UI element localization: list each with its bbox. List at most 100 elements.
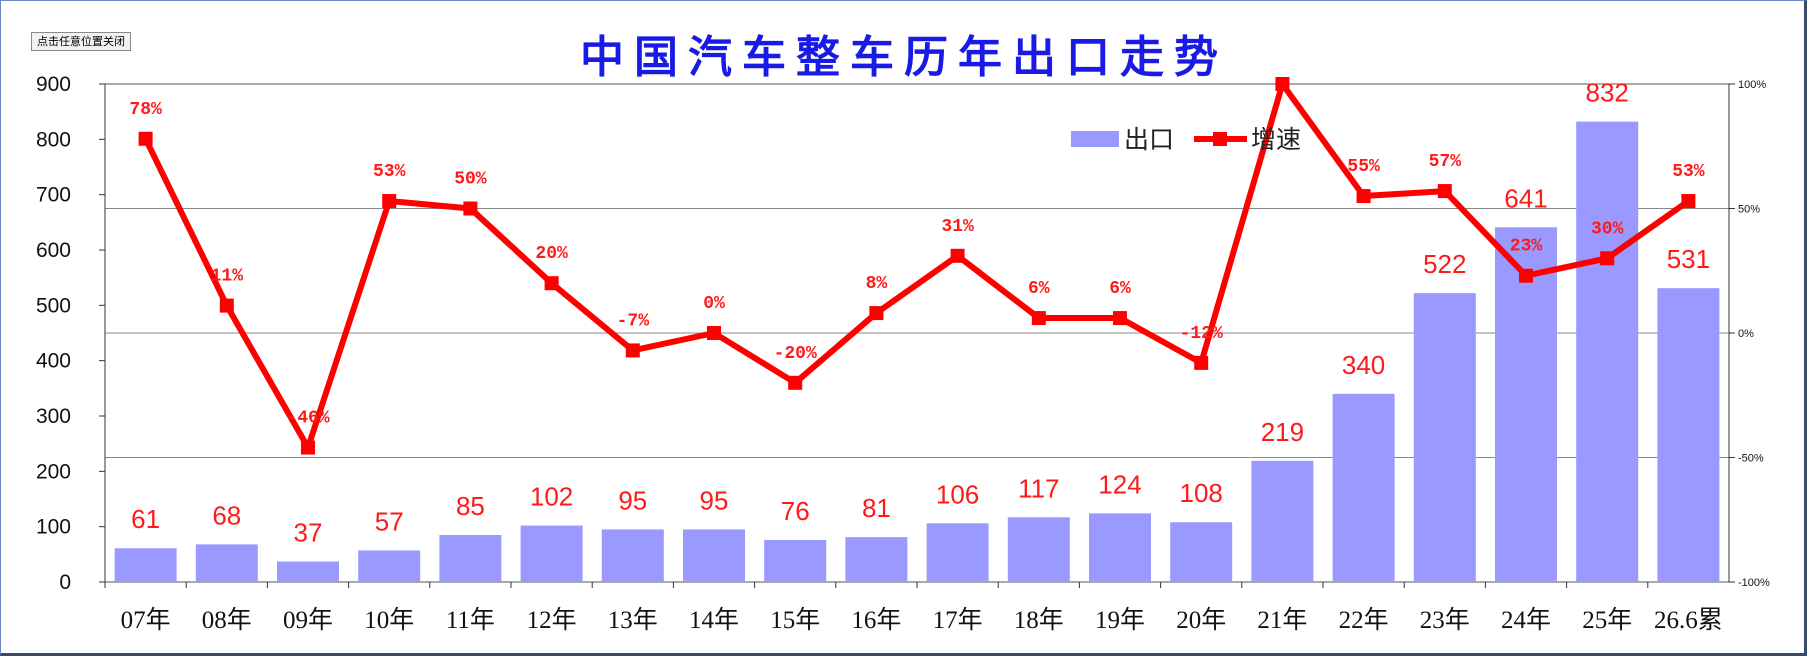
growth-value-label: 6% — [1109, 279, 1131, 299]
bar — [1413, 293, 1476, 582]
bar-value-label: 68 — [212, 500, 241, 530]
growth-value-label: 53% — [1672, 162, 1705, 182]
x-tick-label: 11年 — [446, 606, 495, 634]
x-tick-label: 08年 — [202, 606, 252, 634]
y-left-tick-label: 800 — [36, 128, 71, 151]
growth-marker — [1031, 311, 1046, 326]
bar-value-label: 124 — [1098, 469, 1141, 499]
close-button[interactable]: 点击任意位置关闭 — [31, 32, 131, 51]
growth-marker — [544, 276, 559, 291]
growth-marker — [707, 326, 721, 340]
legend-label-export: 出口 — [1124, 125, 1174, 154]
growth-marker — [219, 298, 234, 313]
y-left-tick-label: 400 — [36, 350, 71, 373]
y-right-tick-label: 50% — [1738, 204, 1760, 216]
growth-value-label: 11% — [211, 267, 244, 287]
growth-value-label: -12% — [1180, 324, 1223, 344]
growth-marker — [1681, 194, 1696, 209]
growth-value-label: 55% — [1347, 157, 1380, 177]
bar — [195, 544, 258, 582]
bar — [114, 548, 177, 582]
bar-value-label: 61 — [131, 504, 160, 534]
bar — [1495, 227, 1557, 582]
bar-value-label: 57 — [375, 506, 404, 536]
growth-value-label: 53% — [373, 162, 406, 182]
x-tick-label: 21年 — [1257, 606, 1307, 634]
x-tick-label: 14年 — [689, 606, 739, 634]
bar-value-label: 832 — [1586, 78, 1629, 108]
growth-value-label: -20% — [774, 344, 817, 364]
bar — [1657, 288, 1720, 582]
growth-marker — [1437, 184, 1452, 199]
growth-value-label: 23% — [1510, 237, 1543, 257]
bar — [1576, 121, 1639, 583]
x-tick-label: 20年 — [1176, 606, 1226, 634]
chart-title: 中国汽车整车历年出口走势 — [580, 32, 1228, 83]
y-left-tick-label: 600 — [36, 239, 71, 262]
bar-value-label: 108 — [1180, 478, 1223, 508]
growth-value-label: -46% — [286, 409, 329, 429]
legend-swatch-export — [1071, 131, 1119, 147]
bar — [520, 525, 583, 582]
growth-value-label: 30% — [1591, 219, 1624, 239]
growth-value-label: 50% — [454, 170, 487, 190]
x-tick-label: 25年 — [1582, 606, 1632, 634]
bar — [926, 523, 989, 582]
y-left-tick-label: 500 — [36, 294, 71, 317]
y-left-tick-label: 300 — [36, 405, 71, 428]
x-tick-label: 17年 — [933, 606, 983, 634]
bar-value-label: 95 — [700, 485, 729, 515]
y-left-tick-label: 700 — [36, 184, 71, 207]
bar — [1332, 393, 1395, 582]
bar — [683, 529, 745, 582]
growth-value-label: 31% — [941, 217, 974, 237]
bar-value-label: 219 — [1261, 417, 1304, 447]
x-tick-label: 12年 — [527, 606, 577, 634]
bar-value-label: 102 — [530, 482, 573, 512]
bar — [277, 561, 339, 582]
legend-label-growth: 增速 — [1251, 125, 1301, 154]
bar-value-label: 85 — [456, 491, 485, 521]
growth-marker — [1600, 251, 1615, 266]
y-left-tick-label: 100 — [36, 516, 71, 539]
growth-line — [142, 81, 1691, 451]
growth-marker — [463, 201, 478, 216]
bar — [764, 539, 827, 582]
bar-value-label: 641 — [1504, 183, 1547, 213]
growth-value-label: 78% — [129, 100, 162, 120]
growth-value-label: -7% — [617, 311, 650, 331]
growth-marker — [1519, 268, 1533, 283]
growth-marker — [382, 194, 397, 209]
x-tick-label: 18年 — [1014, 606, 1064, 634]
y-left-tick-label: 0 — [59, 571, 71, 594]
y-right-tick-label: -100% — [1738, 577, 1770, 589]
x-tick-label: 07年 — [121, 606, 171, 634]
bar — [1251, 460, 1314, 582]
growth-value-label: 8% — [866, 274, 888, 294]
x-tick-label: 19年 — [1095, 606, 1145, 634]
x-tick-label: 13年 — [608, 606, 658, 634]
bar — [439, 534, 502, 582]
x-tick-label: 22年 — [1339, 606, 1389, 634]
y-left-tick-label: 900 — [36, 73, 71, 96]
growth-marker — [950, 248, 965, 263]
growth-marker — [1194, 355, 1209, 370]
y-right-tick-label: 100% — [1738, 79, 1766, 91]
bar-value-label: 340 — [1342, 350, 1385, 380]
y-left-tick-label: 200 — [36, 460, 71, 483]
bar-value-label: 76 — [781, 496, 810, 526]
growth-value-label: 57% — [1429, 152, 1462, 172]
growth-value-label: 20% — [535, 244, 568, 264]
x-tick-label: 10年 — [364, 606, 414, 634]
y-right-tick-label: 0% — [1738, 328, 1754, 340]
bar-value-label: 106 — [936, 479, 979, 509]
bar-value-label: 37 — [294, 518, 323, 548]
x-tick-label: 24年 — [1501, 606, 1551, 634]
legend-marker-growth — [1213, 132, 1227, 146]
bar-value-label: 522 — [1423, 249, 1466, 279]
bar-value-label: 81 — [862, 493, 891, 523]
growth-marker — [301, 440, 315, 455]
growth-marker — [1113, 311, 1127, 326]
x-tick-label: 26.6累 — [1654, 607, 1723, 634]
growth-value-label: 6% — [1028, 279, 1050, 299]
